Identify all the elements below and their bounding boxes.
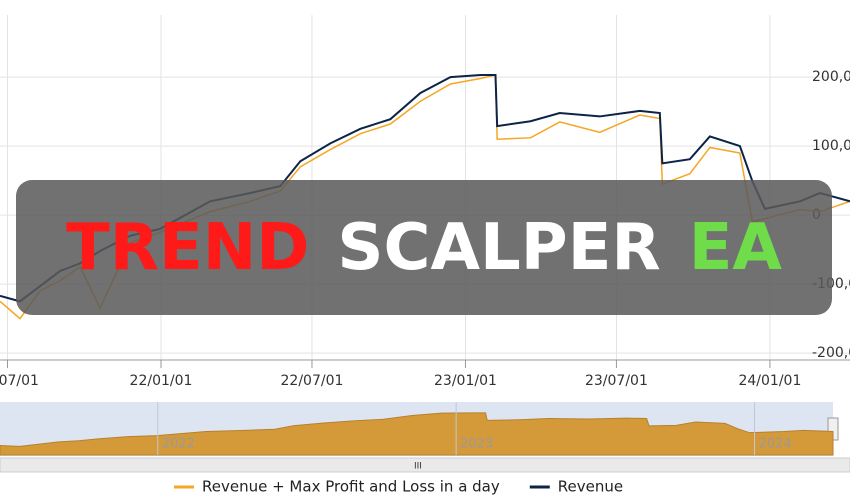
banner-word: SCALPER (337, 210, 661, 285)
x-tick-label: 22/01/01 (130, 373, 193, 389)
scrollbar[interactable] (0, 457, 850, 473)
scroll-grip[interactable]: III (414, 462, 422, 472)
x-tick-label: 21/07/01 (0, 373, 39, 389)
y-tick-label: -200,000 (812, 345, 850, 361)
legend-label: Revenue (558, 478, 623, 496)
banner-word: TREND (66, 210, 310, 285)
navigator-label: 2022 (162, 437, 195, 452)
legend-label: Revenue + Max Profit and Loss in a day (202, 478, 500, 496)
x-tick-label: 24/01/01 (738, 373, 801, 389)
y-tick-label: 100,000 (812, 138, 850, 154)
navigator-label: 2024 (759, 437, 792, 452)
y-tick-label: 200,000 (812, 69, 850, 85)
navigator-label: 2023 (460, 437, 493, 452)
x-tick-label: 22/07/01 (281, 373, 344, 389)
banner-word: EA (688, 210, 782, 285)
navigator-area (0, 412, 834, 456)
x-tick-label: 23/07/01 (585, 373, 648, 389)
x-tick-label: 23/01/01 (434, 373, 497, 389)
banner: TREND SCALPER EA (16, 180, 832, 315)
